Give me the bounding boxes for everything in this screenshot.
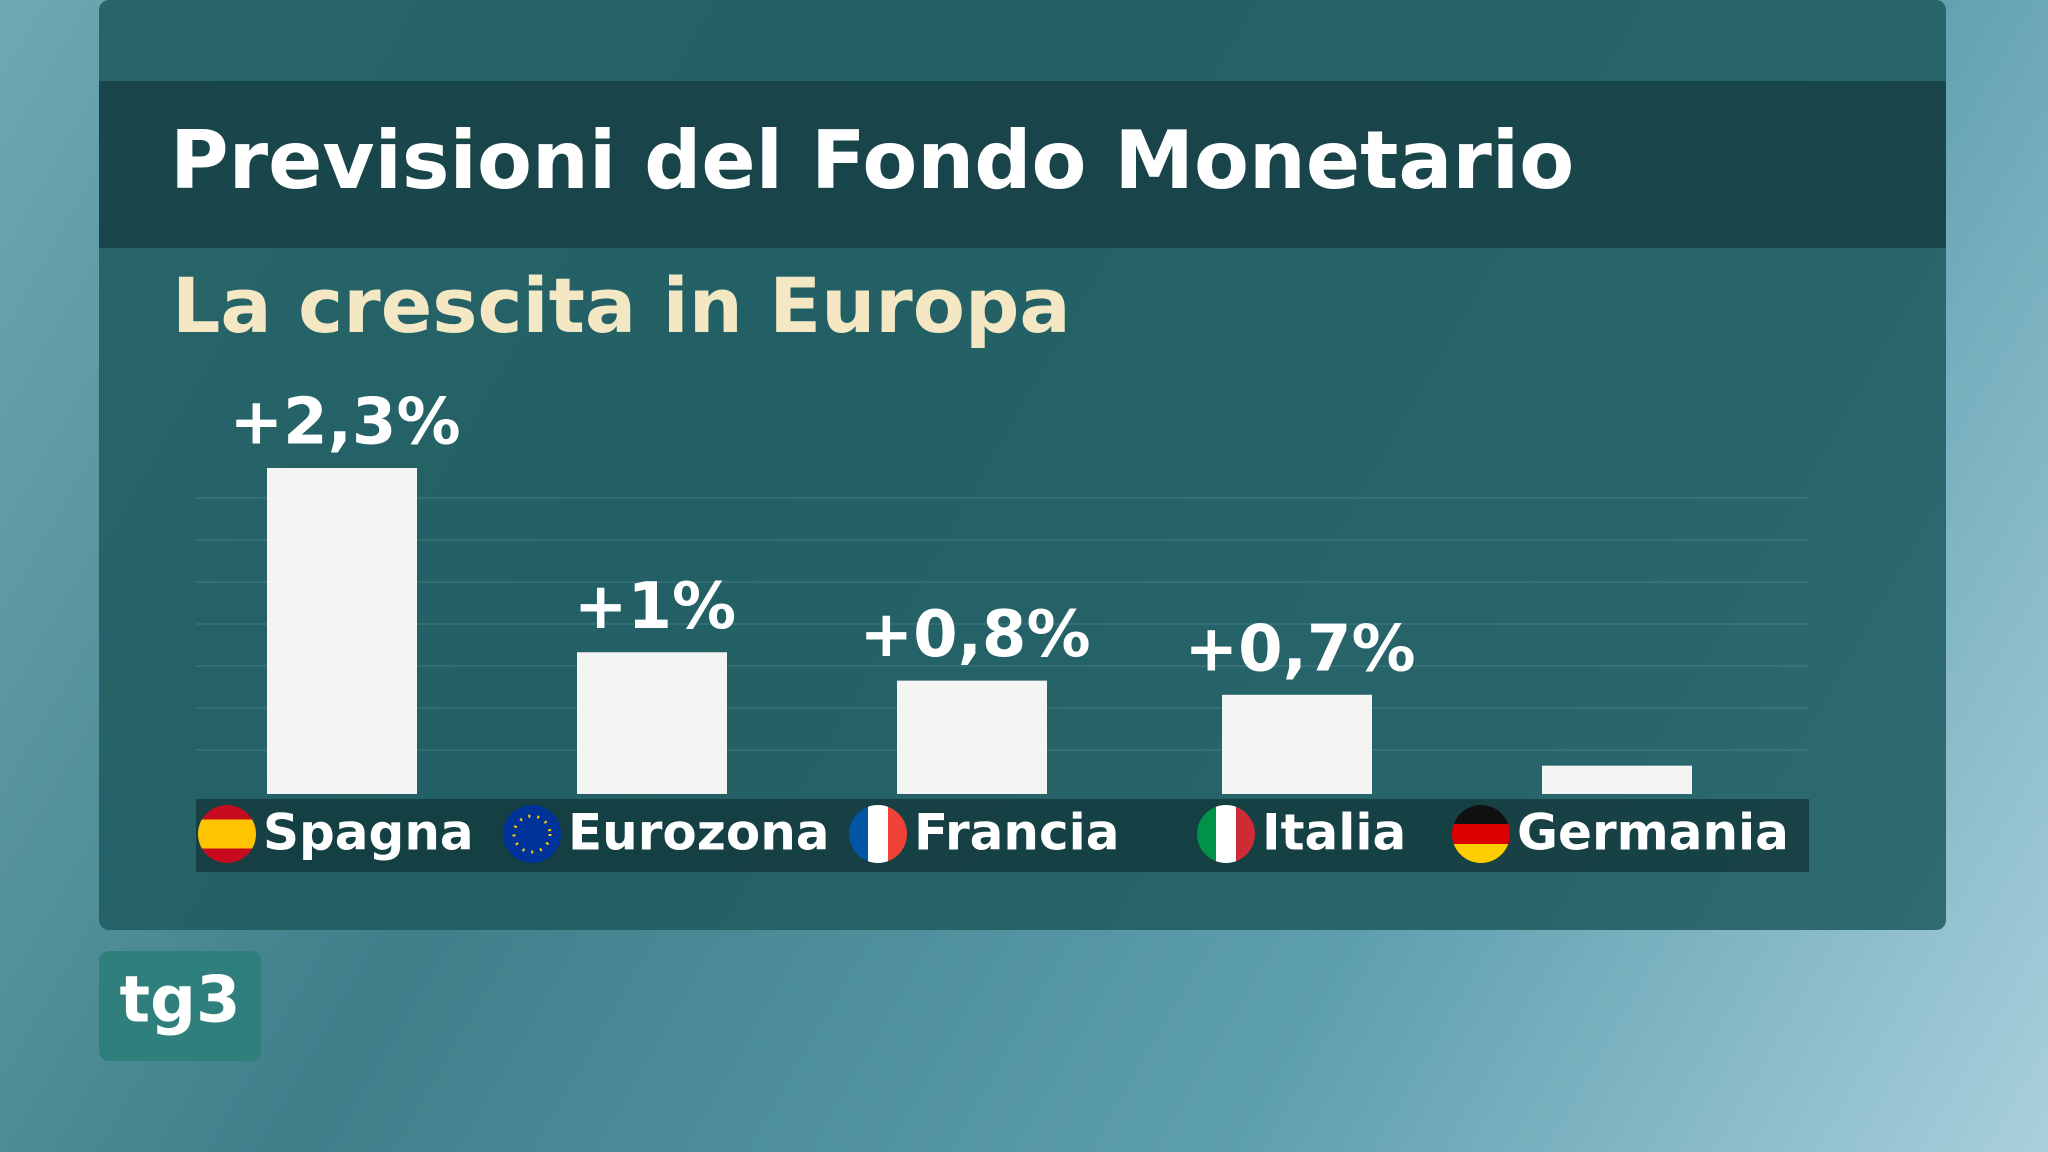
flag-eu-stars [512, 814, 552, 854]
bar [1542, 765, 1692, 794]
flag-germany [1452, 805, 1510, 863]
value-label: +0,7% [1184, 612, 1415, 686]
flag-eu [503, 805, 561, 863]
title-band [99, 81, 1946, 248]
flag-france [849, 805, 907, 863]
logo-box [99, 951, 261, 1061]
logo: tg3 [120, 964, 241, 1038]
value-label: +1% [574, 570, 736, 644]
flag-italy [1197, 805, 1255, 863]
x-tick-label: Italia [1262, 804, 1406, 862]
chart-title: Previsioni del Fondo Monetario [170, 114, 1574, 207]
flags [198, 805, 1510, 863]
bar [1222, 694, 1372, 794]
value-label: +0,8% [859, 598, 1090, 672]
label-strip [196, 799, 1809, 872]
bar [897, 680, 1047, 794]
chart-subtitle: La crescita in Europa [172, 261, 1071, 350]
x-tick-label: Eurozona [568, 804, 830, 862]
x-tick-label: Spagna [263, 804, 474, 862]
bar [577, 652, 727, 794]
bar [267, 468, 417, 794]
x-tick-label: Francia [914, 804, 1119, 862]
flag-spain [198, 805, 256, 863]
value-label: +2,3% [229, 386, 460, 460]
x-tick-label: Germania [1517, 804, 1789, 862]
